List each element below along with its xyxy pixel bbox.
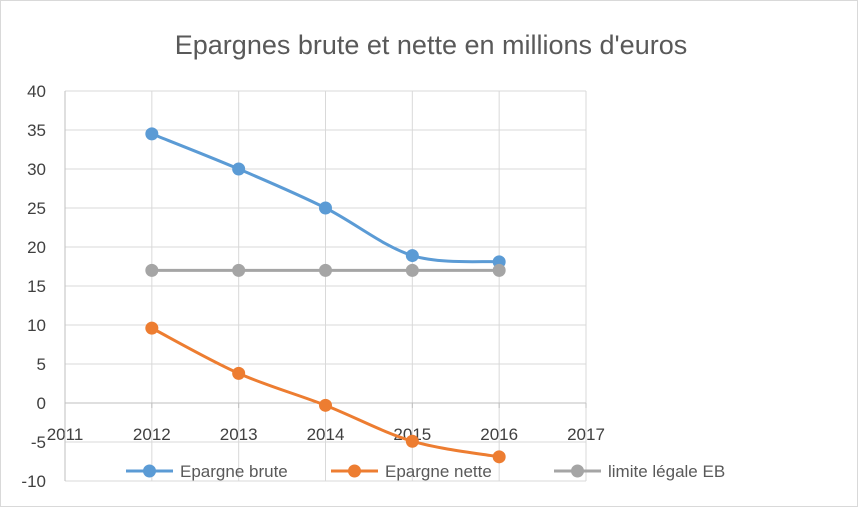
series-3	[145, 263, 506, 277]
legend-label: Epargne brute	[180, 462, 288, 481]
data-point	[232, 263, 246, 277]
y-tick-label: 20	[27, 238, 46, 257]
data-point	[405, 249, 419, 263]
data-point	[492, 450, 506, 464]
y-tick-label: 5	[37, 355, 46, 374]
legend-swatch-marker	[571, 464, 584, 478]
data-point	[319, 263, 332, 277]
x-tick-label: 2013	[220, 425, 258, 444]
chart-title: Epargnes brute et nette en millions d'eu…	[175, 30, 687, 60]
data-point	[319, 398, 332, 412]
x-tick-label: 2012	[133, 425, 171, 444]
grid	[65, 90, 587, 482]
y-tick-label: 25	[27, 199, 46, 218]
y-tick-label: 30	[27, 160, 46, 179]
y-tick-label: 40	[27, 82, 46, 101]
y-tick-label: 0	[37, 394, 46, 413]
legend-label: limite légale EB	[608, 462, 725, 481]
data-point	[145, 321, 159, 335]
data-point	[319, 201, 332, 215]
legend-swatch-marker	[143, 464, 156, 478]
legend-item: limite légale EB	[554, 462, 725, 481]
data-point	[232, 162, 246, 176]
series-layer	[145, 127, 506, 464]
series-2	[145, 321, 506, 464]
x-tick-label: 2014	[307, 425, 345, 444]
data-point	[145, 263, 159, 277]
x-tick-label: 2017	[567, 425, 605, 444]
legend-item: Epargne brute	[126, 462, 288, 481]
data-point	[405, 434, 419, 448]
legend-label: Epargne nette	[385, 462, 492, 481]
y-tick-label: 10	[27, 316, 46, 335]
data-point	[232, 366, 246, 380]
legend: Epargne brute Epargne nette limite légale …	[126, 462, 725, 481]
y-tick-label: -10	[21, 472, 46, 491]
y-tick-label: -5	[31, 433, 46, 452]
y-tick-label: 15	[27, 277, 46, 296]
y-tick-label: 35	[27, 121, 46, 140]
legend-swatch-marker	[348, 464, 361, 478]
data-point	[405, 263, 419, 277]
legend-item: Epargne nette	[331, 462, 492, 481]
data-point	[145, 127, 159, 141]
x-tick-label: 2016	[480, 425, 518, 444]
data-point	[492, 263, 506, 277]
